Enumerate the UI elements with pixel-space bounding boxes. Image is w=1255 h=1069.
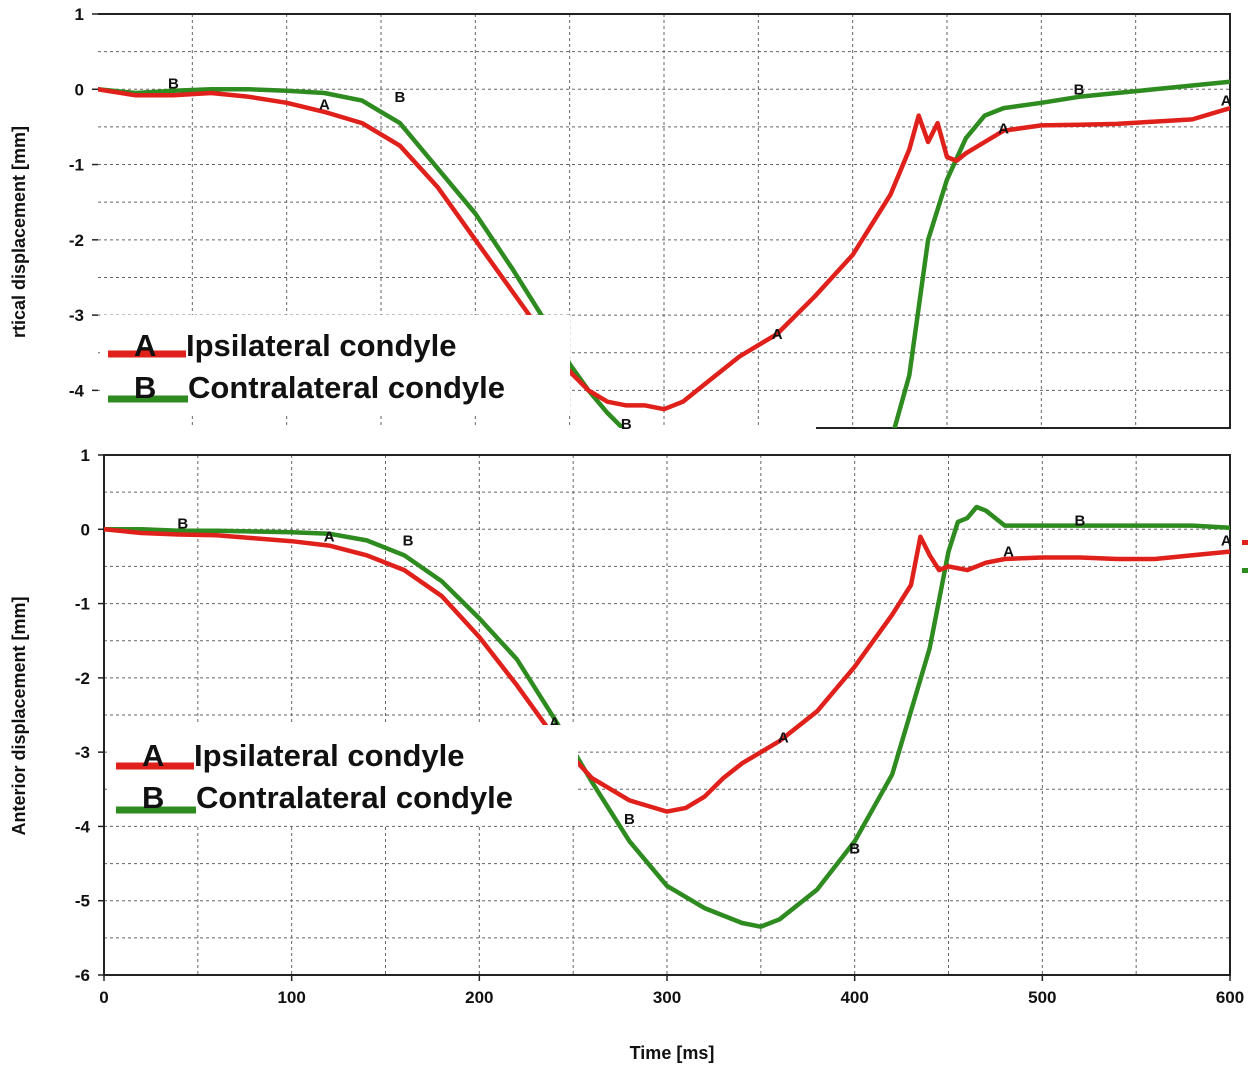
vertical-series-marker-b: B [1074,81,1085,98]
anterior-x-tick-label: 300 [653,988,681,1007]
vertical-series-marker-a: A [998,120,1009,137]
vertical-series-marker-b: B [621,416,632,433]
vertical-series-line-contralateral [98,79,1230,428]
vertical-y-tick-label: 0 [75,80,84,99]
vertical-y-axis-label: rtical displacement [mm] [9,126,29,338]
anterior-series-markers: A A A A A B B B B B [177,512,1231,857]
vertical-series-marker-a: A [319,96,330,113]
anterior-x-tick-label: 600 [1216,988,1244,1007]
vertical-legend: A Ipsilateral condyle B Contralateral co… [100,315,570,415]
anterior-y-tick-labels: 1 0 -1 -2 -3 -4 -5 -6 [75,446,104,985]
anterior-series-marker-b: B [849,841,860,858]
anterior-legend-letter-a: A [142,738,164,773]
x-axis-label: Time [ms] [630,1043,715,1063]
anterior-y-tick-label: 0 [81,520,90,539]
anterior-y-tick-label: -1 [75,595,90,614]
vertical-y-tick-label: -4 [69,381,85,400]
anterior-series-line-contralateral [104,504,1230,929]
vertical-y-tick-label: -2 [69,231,84,250]
anterior-series-marker-a: A [1003,544,1014,561]
vertical-grid [98,14,1230,428]
anterior-y-tick-label: -2 [75,669,90,688]
anterior-legend-label-a: Ipsilateral condyle [194,738,465,773]
vertical-y-tick-label: 1 [75,5,84,24]
anterior-x-tick-labels: 0 100 200 300 400 500 600 [99,975,1244,1007]
vertical-series-line-ipsilateral [98,87,1230,412]
vertical-series-marker-b: B [168,75,179,92]
anterior-series-marker-a: A [778,729,789,746]
anterior-series-marker-a: A [324,529,335,546]
anterior-y-axis-label: Anterior displacement [mm] [9,596,29,835]
anterior-series-marker-b: B [624,811,635,828]
vertical-y-tick-labels: 1 0 -1 -2 -3 -4 [69,5,98,400]
anterior-series-marker-b: B [177,515,188,532]
anterior-legend: A Ipsilateral condyle B Contralateral co… [110,725,578,825]
anterior-series-marker-b: B [1074,512,1085,529]
anterior-x-tick-label: 100 [277,988,305,1007]
vertical-legend-letter-a: A [134,328,156,363]
anterior-legend-letter-b: B [142,780,164,815]
anterior-series [104,504,1230,929]
vertical-series-marker-b: B [394,89,405,106]
vertical-series-marker-a: A [1221,93,1232,110]
anterior-x-tick-label: 500 [1028,988,1056,1007]
vertical-y-tick-label: -1 [69,156,84,175]
vertical-legend-label-a: Ipsilateral condyle [186,328,457,363]
anterior-legend-label-b: Contralateral condyle [196,780,513,815]
anterior-series-marker-b: B [403,532,414,549]
anterior-displacement-panel: 10-1-2-3-4-5-6 0 100 200 300 400 500 600 AAAAA… [9,446,1244,1063]
anterior-x-tick-label: 0 [99,988,108,1007]
vertical-series-markers: A A A A B B B B [168,75,1232,433]
vertical-legend-label-b: Contralateral condyle [188,370,505,405]
right-edge-red-stub [1242,540,1248,545]
vertical-series-marker-a: A [772,326,783,343]
anterior-x-tick-label: 200 [465,988,493,1007]
anterior-y-tick-label: 1 [81,446,90,465]
anterior-series-line-ipsilateral [104,527,1230,814]
anterior-y-tick-label: -3 [75,743,90,762]
anterior-plot-frame [103,454,1231,976]
vertical-plot-frame [97,13,1231,429]
anterior-series-marker-a: A [1221,532,1232,549]
vertical-y-tick-label: -3 [69,306,84,325]
anterior-y-tick-label: -5 [75,892,90,911]
vertical-series [98,79,1230,428]
anterior-series-marker-a: A [549,714,560,731]
anterior-x-tick-label: 400 [840,988,868,1007]
vertical-legend-letter-b: B [134,370,156,405]
anterior-y-tick-label: -4 [75,817,91,836]
right-edge-green-stub [1242,568,1248,573]
anterior-y-tick-label: -6 [75,966,90,985]
